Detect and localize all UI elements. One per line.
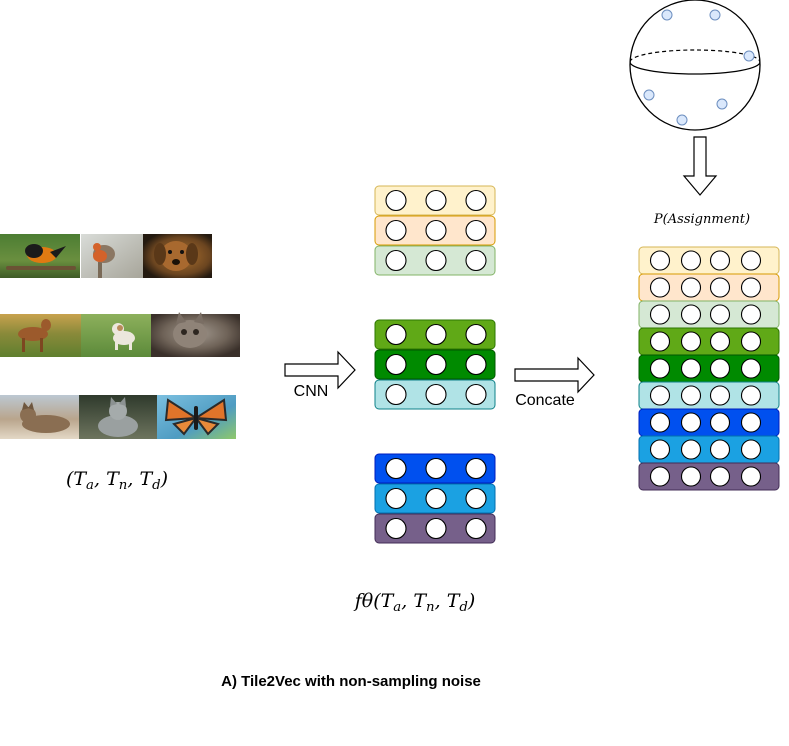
figure-caption: A) Tile2Vec with non-sampling noise <box>221 673 481 690</box>
assignment-sphere <box>629 0 761 131</box>
vector-unit <box>465 353 487 376</box>
vector-unit <box>680 331 702 352</box>
vector-unit <box>709 358 731 379</box>
embedding-vector-groups <box>374 185 496 544</box>
vector-unit <box>385 189 407 212</box>
vector-group-neighbor <box>374 319 496 410</box>
vector-unit <box>649 358 671 379</box>
down-arrow <box>682 136 718 196</box>
vector-unit <box>680 412 702 433</box>
vector-unit <box>740 466 762 487</box>
vector-unit <box>740 331 762 352</box>
vector-unit <box>740 304 762 325</box>
vector-unit <box>740 250 762 271</box>
vector-unit <box>649 250 671 271</box>
assignment-label: P(Assignment) <box>653 212 750 227</box>
vector-unit <box>385 487 407 510</box>
sphere-equator-front <box>629 61 761 75</box>
vector-unit <box>425 219 447 242</box>
vector-unit <box>709 439 731 460</box>
vector-unit <box>649 385 671 406</box>
robin-bird-photo <box>81 234 143 278</box>
vector-unit <box>649 466 671 487</box>
vector-unit <box>709 277 731 298</box>
sphere-point <box>661 9 673 21</box>
vector-unit <box>465 189 487 212</box>
vector-unit <box>425 353 447 376</box>
vector-unit <box>740 412 762 433</box>
vector-unit <box>385 219 407 242</box>
vector-unit <box>709 331 731 352</box>
sphere-point <box>743 50 755 62</box>
vector-unit <box>425 517 447 540</box>
concate-label: Concate <box>515 392 575 409</box>
vector-unit <box>425 189 447 212</box>
sphere-point <box>643 89 655 101</box>
vector-unit <box>425 457 447 480</box>
vector-unit <box>425 323 447 346</box>
vector-unit <box>465 219 487 242</box>
vector-unit <box>465 323 487 346</box>
vector-unit <box>425 383 447 406</box>
vector-group-distant <box>374 453 496 544</box>
input-triplet-label: (Ta​, Tn​, Td​) <box>66 468 168 493</box>
vector-unit <box>425 487 447 510</box>
concatenated-vector-stack <box>638 246 780 491</box>
vector-unit <box>385 517 407 540</box>
vector-group-anchor <box>374 185 496 276</box>
vector-unit <box>709 250 731 271</box>
vector-unit <box>385 383 407 406</box>
vector-unit <box>740 439 762 460</box>
oriole-bird-photo <box>0 234 80 278</box>
tabby-kitten-photo <box>151 312 240 357</box>
vector-unit <box>740 385 762 406</box>
grey-cat-photo <box>79 395 157 439</box>
tabby-cat-lying-photo <box>0 395 79 439</box>
vector-unit <box>709 466 731 487</box>
dog-on-grass-photo <box>0 314 81 357</box>
vector-unit <box>385 323 407 346</box>
monarch-butterfly-photo <box>157 395 236 439</box>
vector-unit <box>649 331 671 352</box>
cnn-label: CNN <box>294 383 329 400</box>
concat-arrow <box>514 356 595 394</box>
vector-unit <box>465 383 487 406</box>
vector-unit <box>465 249 487 272</box>
vector-unit <box>709 412 731 433</box>
sphere-point <box>716 98 728 110</box>
vector-unit <box>740 277 762 298</box>
vector-unit <box>709 304 731 325</box>
cnn-arrow <box>284 350 356 390</box>
vector-unit <box>709 385 731 406</box>
sphere-point <box>709 9 721 21</box>
vector-unit <box>385 353 407 376</box>
vector-unit <box>680 439 702 460</box>
running-kitten-photo <box>81 314 151 357</box>
sphere-point <box>676 114 688 126</box>
vector-unit <box>680 277 702 298</box>
vector-unit <box>425 249 447 272</box>
vector-unit <box>680 358 702 379</box>
vector-unit <box>649 304 671 325</box>
vector-unit <box>385 249 407 272</box>
vector-unit <box>649 439 671 460</box>
sphere-outline <box>629 0 761 131</box>
vector-unit <box>465 517 487 540</box>
vector-unit <box>680 385 702 406</box>
vector-unit <box>385 457 407 480</box>
vector-unit <box>649 277 671 298</box>
vector-unit <box>465 457 487 480</box>
vector-unit <box>680 250 702 271</box>
embedding-label: fθ(Ta​, Tn​, Td​) <box>353 590 476 615</box>
vector-unit <box>465 487 487 510</box>
vector-unit <box>680 304 702 325</box>
vector-unit <box>680 466 702 487</box>
input-images <box>0 234 240 439</box>
puppy-photo <box>143 234 212 278</box>
vector-unit <box>649 412 671 433</box>
vector-unit <box>740 358 762 379</box>
